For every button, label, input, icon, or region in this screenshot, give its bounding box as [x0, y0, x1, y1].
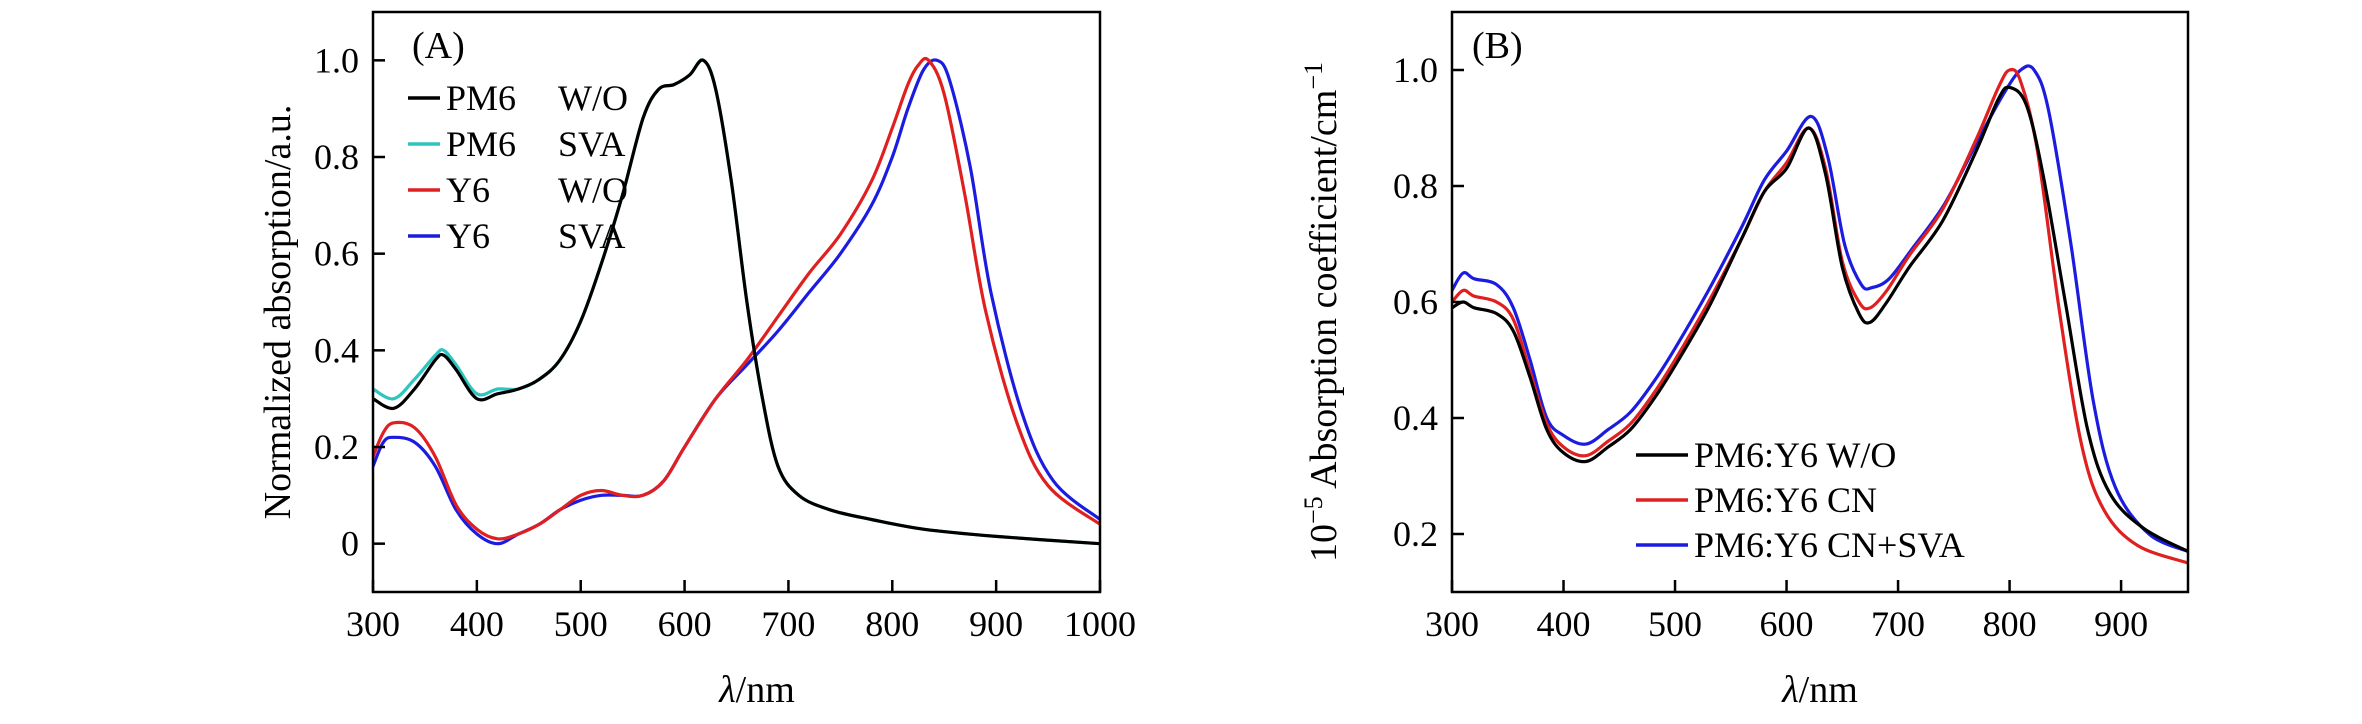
- y-axis-label-b-text: Absorption coefficient/cm: [1303, 90, 1345, 497]
- chart-panel-b: 300 400 500 600 700 800 900 0.2 0.4 0.6 0.8 1.0 (B)…: [1299, 10, 2190, 711]
- x-tick-label-a-900: 900: [969, 604, 1023, 644]
- legend-entry-y6-sva: Y6 SVA: [408, 216, 625, 256]
- legend-label-pm6-sva-name: PM6: [446, 124, 516, 164]
- legend-label-pm6y6-wo: PM6:Y6 W/O: [1694, 435, 1896, 475]
- legend-entry-pm6y6-cn: PM6:Y6 CN: [1636, 480, 1877, 520]
- legend-entry-pm6-sva: PM6 SVA: [408, 124, 625, 164]
- series-line-pm6-y6-w-o: [1452, 85, 2188, 553]
- panel-label-b: (B): [1472, 25, 1523, 67]
- y-axis-label-b-base: 10: [1303, 524, 1345, 562]
- x-axis-label-b: λ/nm: [1781, 669, 1858, 711]
- legend-entry-pm6-wo: PM6 W/O: [408, 78, 628, 118]
- y-tick-label-a-0-2: 0.2: [314, 427, 359, 467]
- y-axis-label-b-unit-exp: −1: [1299, 62, 1328, 90]
- x-tick-label-a-500: 500: [554, 604, 608, 644]
- x-axis-label-a-unit: /nm: [736, 669, 795, 711]
- legend-label-pm6-wo-cond: W/O: [558, 78, 628, 118]
- x-tick-label-a-300: 300: [346, 604, 400, 644]
- y-tick-label-b-0-6: 0.6: [1393, 282, 1438, 322]
- y-tick-label-a-0: 0: [341, 524, 359, 564]
- series-layer-a: [373, 56, 1100, 546]
- legend-a: PM6 W/O PM6 SVA Y6 W/O Y6 SVA: [408, 78, 628, 256]
- y-tick-label-b-0-8: 0.8: [1393, 166, 1438, 206]
- x-tick-label-b-700: 700: [1871, 604, 1925, 644]
- y-tick-label-a-1: 1.0: [314, 40, 359, 80]
- x-tick-label-b-400: 400: [1537, 604, 1591, 644]
- x-tick-label-b-600: 600: [1760, 604, 1814, 644]
- x-tick-label-b-900: 900: [2094, 604, 2148, 644]
- legend-label-pm6-sva-cond: SVA: [558, 124, 625, 164]
- series-line-y6-w-o: [373, 56, 1100, 541]
- x-tick-label-b-800: 800: [1983, 604, 2037, 644]
- series-line-pm6-y6-cn-sva: [1452, 64, 2188, 553]
- x-tick-label-b-500: 500: [1648, 604, 1702, 644]
- legend-entry-y6-wo: Y6 W/O: [408, 170, 628, 210]
- panel-label-a: (A): [412, 25, 465, 67]
- x-tick-label-b-300: 300: [1425, 604, 1479, 644]
- legend-label-pm6y6-cn-sva: PM6:Y6 CN+SVA: [1694, 525, 1965, 565]
- ticks-layer-a: 300 400 500 600 700 800 900 1000 0 0.2 0.4 0.6 0.8 1.…: [314, 40, 1136, 644]
- x-tick-label-a-400: 400: [450, 604, 504, 644]
- x-axis-label-b-symbol: λ: [1781, 669, 1798, 711]
- legend-entry-pm6y6-wo: PM6:Y6 W/O: [1636, 435, 1896, 475]
- chart-panel-a: 300 400 500 600 700 800 900 1000 0 0.2 0.4 0.6 0.8 1.…: [257, 10, 1136, 711]
- y-axis-label-b-exp: −5: [1299, 496, 1328, 524]
- x-axis-label-a: λ/nm: [718, 669, 795, 711]
- series-line-pm6-w-o: [373, 58, 1100, 546]
- x-tick-label-a-700: 700: [761, 604, 815, 644]
- x-axis-label-a-symbol: λ: [718, 669, 735, 711]
- plot-frame-a: [371, 10, 1102, 594]
- legend-label-pm6-wo-name: PM6: [446, 78, 516, 118]
- y-tick-label-a-0-4: 0.4: [314, 330, 359, 370]
- legend-label-y6-sva-cond: SVA: [558, 216, 625, 256]
- ticks-layer-b: 300 400 500 600 700 800 900 0.2 0.4 0.6 0.8 1.0: [1393, 50, 2148, 644]
- y-axis-label-a: Normalized absorption/a.u.: [257, 105, 299, 520]
- x-tick-label-a-1000: 1000: [1064, 604, 1136, 644]
- x-axis-label-b-unit: /nm: [1799, 669, 1858, 711]
- y-tick-label-a-0-8: 0.8: [314, 137, 359, 177]
- y-axis-label-b: 10−5 Absorption coefficient/cm−1: [1299, 62, 1345, 562]
- y-tick-label-b-0-4: 0.4: [1393, 398, 1438, 438]
- y-tick-label-b-0-2: 0.2: [1393, 514, 1438, 554]
- series-layer-b: [1452, 64, 2188, 565]
- legend-label-y6-sva-name: Y6: [446, 216, 490, 256]
- legend-b: PM6:Y6 W/O PM6:Y6 CN PM6:Y6 CN+SVA: [1636, 435, 1965, 565]
- x-tick-label-a-800: 800: [865, 604, 919, 644]
- legend-entry-pm6y6-cn-sva: PM6:Y6 CN+SVA: [1636, 525, 1965, 565]
- legend-label-pm6y6-cn: PM6:Y6 CN: [1694, 480, 1877, 520]
- legend-label-y6-wo-cond: W/O: [558, 170, 628, 210]
- y-tick-label-a-0-6: 0.6: [314, 234, 359, 274]
- legend-label-y6-wo-name: Y6: [446, 170, 490, 210]
- x-tick-label-a-600: 600: [658, 604, 712, 644]
- y-tick-label-b-1: 1.0: [1393, 50, 1438, 90]
